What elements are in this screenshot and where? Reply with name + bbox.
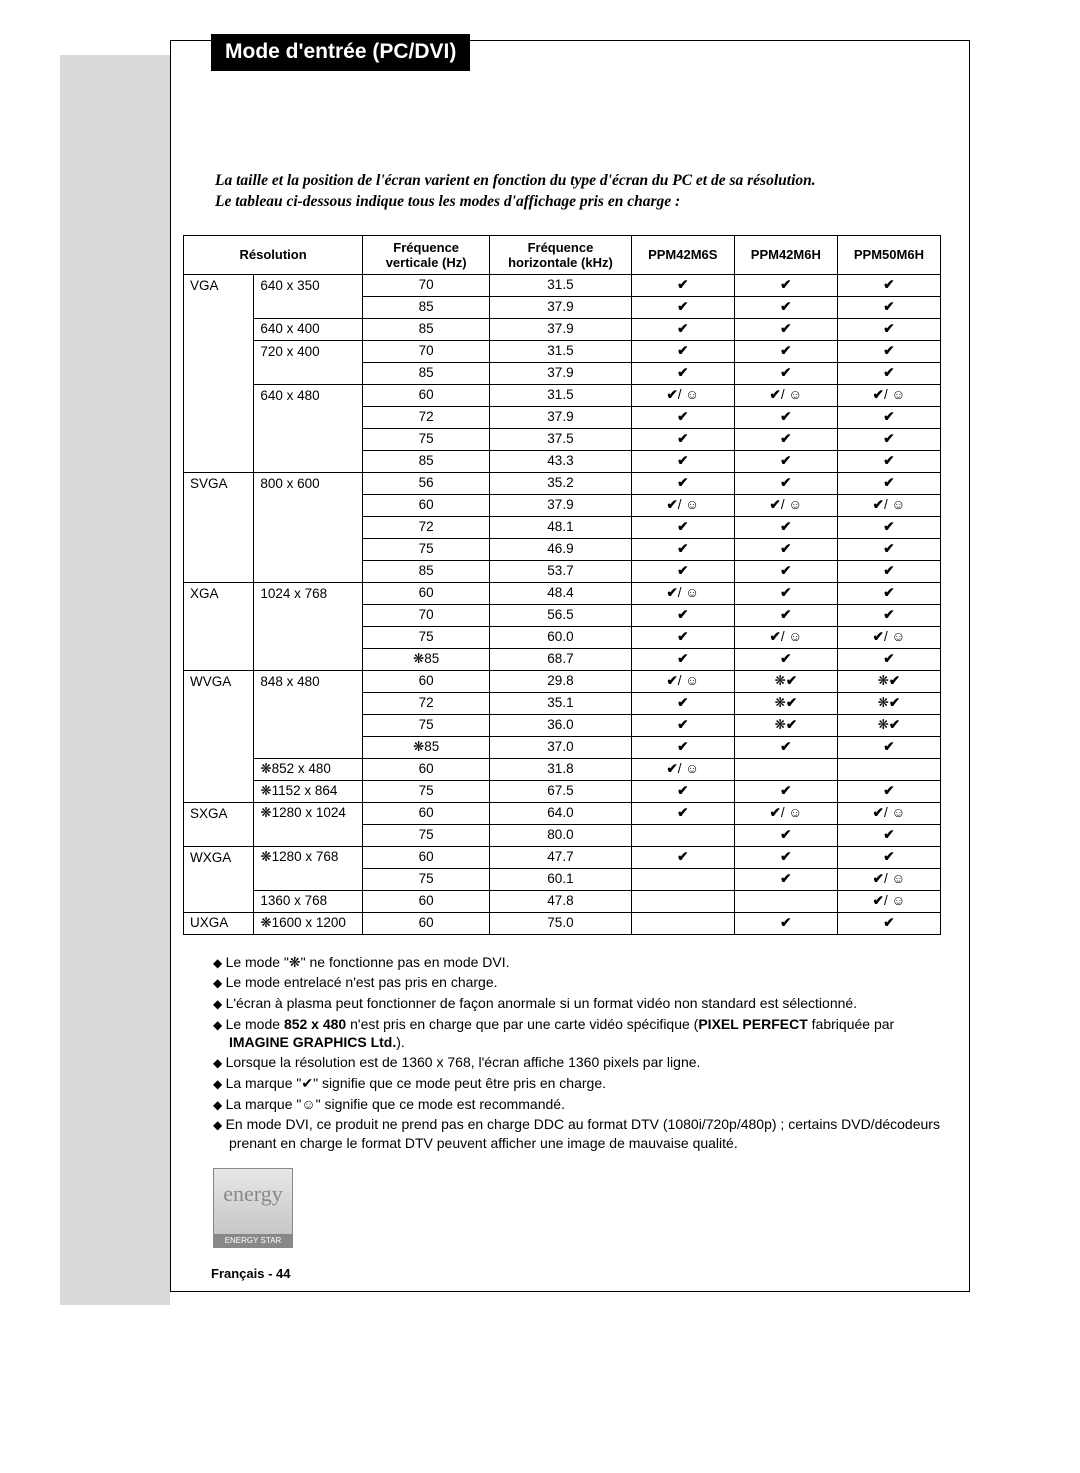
- table-row: 7546.9✔✔✔: [184, 538, 941, 560]
- energy-star-script: energy: [214, 1169, 292, 1207]
- table-row: ❋852 x 4806031.8✔/ ☺: [184, 758, 941, 780]
- table-row: 8543.3✔✔✔: [184, 450, 941, 472]
- table-row: 720 x 4007031.5✔✔✔: [184, 340, 941, 362]
- note-item: En mode DVI, ce produit ne prend pas en …: [213, 1115, 949, 1152]
- table-row: 640 x 4008537.9✔✔✔: [184, 318, 941, 340]
- table-row: 7237.9✔✔✔: [184, 406, 941, 428]
- table-row: 7537.5✔✔✔: [184, 428, 941, 450]
- table-row: 7560.1✔✔/ ☺: [184, 868, 941, 890]
- table-row: WXGA❋1280 x 7686047.7✔✔✔: [184, 846, 941, 868]
- table-row: 1360 x 7686047.8✔/ ☺: [184, 890, 941, 912]
- table-row: UXGA❋1600 x 12006075.0✔✔: [184, 912, 941, 934]
- page: Mode d'entrée (PC/DVI) La taille et la p…: [0, 0, 1080, 1473]
- resolution-table: Résolution Fréquence verticale (Hz) Fréq…: [183, 235, 941, 935]
- energy-star-logo: energy ENERGY STAR: [213, 1168, 293, 1248]
- table-body: VGA640 x 3507031.5✔✔✔8537.9✔✔✔640 x 4008…: [184, 274, 941, 934]
- table-row: 8553.7✔✔✔: [184, 560, 941, 582]
- content: La taille et la position de l'écran vari…: [171, 41, 969, 1248]
- table-row: 7580.0✔✔: [184, 824, 941, 846]
- col-ppm50m6h: PPM50M6H: [837, 235, 940, 274]
- table-row: 7248.1✔✔✔: [184, 516, 941, 538]
- table-row: 7560.0✔✔/ ☺✔/ ☺: [184, 626, 941, 648]
- table-row: SVGA800 x 6005635.2✔✔✔: [184, 472, 941, 494]
- sidebar-accent: [60, 55, 170, 1305]
- note-item: Le mode "❋" ne fonctionne pas en mode DV…: [213, 953, 949, 972]
- notes-block: Le mode "❋" ne fonctionne pas en mode DV…: [191, 953, 949, 1152]
- col-hfreq: Fréquence horizontale (kHz): [490, 235, 632, 274]
- col-ppm42m6s: PPM42M6S: [631, 235, 734, 274]
- intro-text: La taille et la position de l'écran vari…: [215, 171, 949, 213]
- table-row: XGA1024 x 7686048.4✔/ ☺✔✔: [184, 582, 941, 604]
- note-item: Le mode 852 x 480 n'est pris en charge q…: [213, 1015, 949, 1052]
- intro-line-2: Le tableau ci-dessous indique tous les m…: [215, 193, 680, 210]
- col-ppm42m6h: PPM42M6H: [734, 235, 837, 274]
- table-row: 640 x 4806031.5✔/ ☺✔/ ☺✔/ ☺: [184, 384, 941, 406]
- table-row: 6037.9✔/ ☺✔/ ☺✔/ ☺: [184, 494, 941, 516]
- section-title: Mode d'entrée (PC/DVI): [211, 34, 470, 71]
- note-item: L'écran à plasma peut fonctionner de faç…: [213, 994, 949, 1013]
- note-item: Lorsque la résolution est de 1360 x 768,…: [213, 1053, 949, 1072]
- table-row: SXGA❋1280 x 10246064.0✔✔/ ☺✔/ ☺: [184, 802, 941, 824]
- table-row: WVGA848 x 4806029.8✔/ ☺❋✔❋✔: [184, 670, 941, 692]
- table-row: ❋8568.7✔✔✔: [184, 648, 941, 670]
- page-footer: Français - 44: [211, 1266, 291, 1281]
- content-frame: Mode d'entrée (PC/DVI) La taille et la p…: [170, 40, 970, 1292]
- note-item: La marque "☺" signifie que ce mode est r…: [213, 1095, 949, 1114]
- table-row: 8537.9✔✔✔: [184, 296, 941, 318]
- table-header: Résolution Fréquence verticale (Hz) Fréq…: [184, 235, 941, 274]
- col-vfreq: Fréquence verticale (Hz): [363, 235, 490, 274]
- note-item: Le mode entrelacé n'est pas pris en char…: [213, 973, 949, 992]
- table-row: 7536.0✔❋✔❋✔: [184, 714, 941, 736]
- table-row: 8537.9✔✔✔: [184, 362, 941, 384]
- table-row: VGA640 x 3507031.5✔✔✔: [184, 274, 941, 296]
- notes-list: Le mode "❋" ne fonctionne pas en mode DV…: [191, 953, 949, 1152]
- intro-line-1: La taille et la position de l'écran vari…: [215, 172, 816, 189]
- col-resolution: Résolution: [184, 235, 363, 274]
- table-row: ❋1152 x 8647567.5✔✔✔: [184, 780, 941, 802]
- note-item: La marque "✔" signifie que ce mode peut …: [213, 1074, 949, 1093]
- table-row: 7235.1✔❋✔❋✔: [184, 692, 941, 714]
- table-row: 7056.5✔✔✔: [184, 604, 941, 626]
- energy-star-label: ENERGY STAR: [214, 1234, 292, 1247]
- table-row: ❋8537.0✔✔✔: [184, 736, 941, 758]
